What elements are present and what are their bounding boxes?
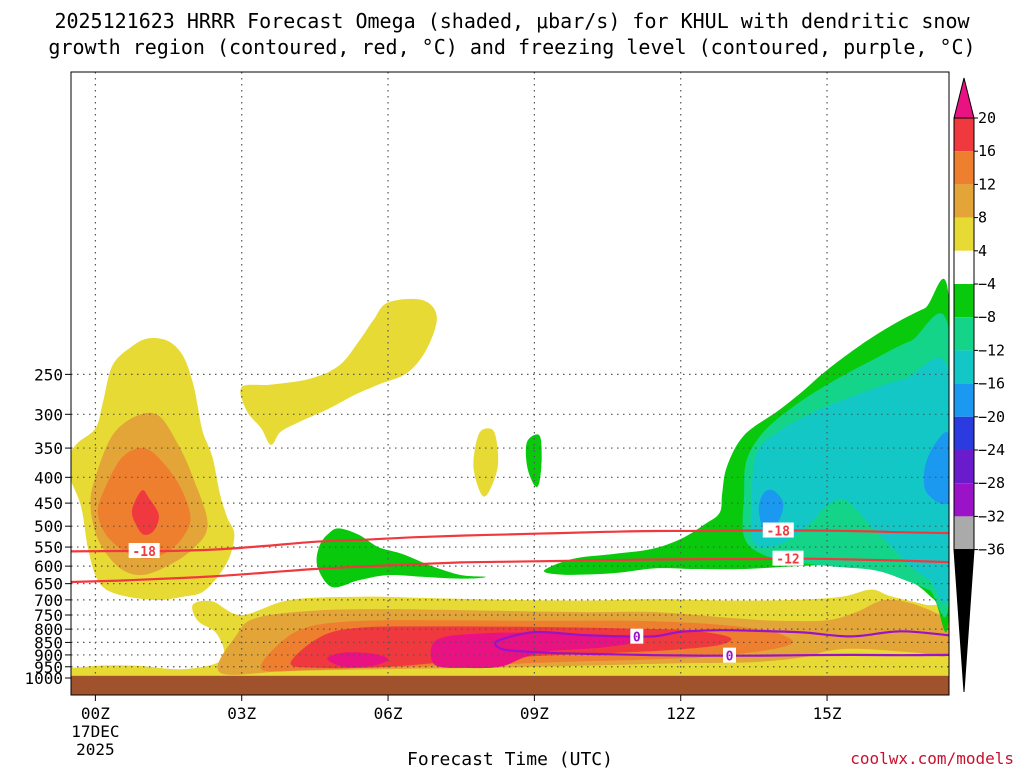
colorbar-label-11: −28 [978, 474, 1005, 492]
y-tick-label-600: 600 [34, 557, 63, 576]
x-tick-label-00Z: 00Z [81, 704, 110, 723]
y-axis: 2503003504004505005506006507007508008509… [24, 365, 71, 688]
omega-region-4-1 [240, 298, 437, 445]
contour-label-bg-dgz-minus-12-0 [772, 550, 804, 566]
omega-region--4-13 [525, 434, 542, 488]
colorbar-bin-1 [954, 118, 974, 152]
contour-label-dgz-minus-18-0: -18 [132, 545, 156, 560]
contour-label-freezing-level-1: 0 [726, 650, 734, 665]
x-tick-label-12Z: 12Z [666, 704, 695, 723]
colorbar-label-7: −12 [978, 341, 1005, 359]
colorbar-bin-13 [954, 516, 974, 550]
contour-freezing-level [493, 629, 949, 657]
chart-title-line-2: growth region (contoured, red, °C) and f… [48, 35, 975, 59]
gridlines [71, 72, 949, 695]
colorbar-bin-3 [954, 184, 974, 218]
omega-region-20-11 [327, 652, 389, 668]
omega-region-16-5 [131, 490, 159, 535]
y-tick-label-250: 250 [34, 365, 63, 384]
colorbar-label-13: −36 [978, 541, 1005, 559]
colorbar: 20 16 12 8 4 −4 −8 −12 −16 −20 −24 −28 −32 −36 [953, 77, 1005, 693]
x-axis-label: Forecast Time (UTC) [407, 749, 613, 768]
y-tick-label-300: 300 [34, 405, 63, 424]
colorbar-label-1: 16 [978, 142, 996, 160]
colorbar-bin-10 [954, 416, 974, 450]
colorbar-label-0: 20 [978, 109, 996, 127]
y-tick-label-800: 800 [34, 620, 63, 639]
colorbar-bin-2 [954, 151, 974, 185]
contour-dgz-minus-18 [71, 529, 949, 553]
plot-background [71, 72, 949, 695]
colorbar-bin-6 [954, 284, 974, 318]
contour-lines: -18 -18 -12 0 0 [71, 522, 949, 665]
colorbar-bin-7 [954, 317, 974, 351]
colorbar-label-3: 8 [978, 209, 987, 227]
x-tick-date-label: 17DEC [71, 722, 119, 741]
colorbar-bin-12 [954, 483, 974, 517]
colorbar-bin-9 [954, 383, 974, 417]
y-tick-label-550: 550 [34, 538, 63, 557]
y-tick-label-650: 650 [34, 575, 63, 594]
omega-region--4-12 [316, 528, 486, 588]
y-tick-label-450: 450 [34, 494, 63, 513]
colorbar-label-10: −24 [978, 441, 1005, 459]
contour-label-bg-freezing-level-1 [723, 647, 736, 663]
colorbar-bin-8 [954, 350, 974, 384]
omega-region--12-16 [750, 357, 949, 605]
colorbar-bin-4 [954, 217, 974, 251]
y-tick-label-900: 900 [34, 646, 63, 665]
contour-label-bg-dgz-minus-18-0 [128, 543, 160, 559]
colorbar-label-6: −8 [978, 308, 996, 326]
x-tick-label-06Z: 06Z [374, 704, 403, 723]
x-tick-year-label: 2025 [76, 740, 115, 759]
y-tick-label-1000: 1000 [24, 669, 63, 688]
chart-title-line-1: 2025121623 HRRR Forecast Omega (shaded, … [54, 9, 970, 33]
colorbar-label-12: −32 [978, 507, 1005, 525]
x-tick-label-09Z: 09Z [520, 704, 549, 723]
colorbar-label-5: −4 [978, 275, 996, 293]
colorbar-bin-max [953, 77, 975, 119]
y-tick-label-700: 700 [34, 591, 63, 610]
colorbar-bin-5 [954, 250, 974, 284]
ground-surface [71, 675, 949, 695]
source-credit[interactable]: coolwx.com/models [850, 749, 1014, 768]
y-tick-label-950: 950 [34, 658, 63, 677]
y-tick-label-850: 850 [34, 633, 63, 652]
omega-region--16-18 [923, 432, 949, 505]
plot-frame [70, 71, 950, 696]
colorbar-bin-11 [954, 450, 974, 484]
contour-label-dgz-minus-18-1: -18 [767, 525, 791, 540]
contour-label-bg-freezing-level-0 [630, 628, 644, 644]
omega-region-4-2 [473, 428, 499, 497]
colorbar-label-8: −16 [978, 375, 1005, 393]
contour-label-bg-dgz-minus-18-1 [762, 522, 794, 538]
y-tick-label-350: 350 [34, 439, 63, 458]
x-tick-label-03Z: 03Z [227, 704, 256, 723]
colorbar-label-9: −20 [978, 408, 1005, 426]
y-tick-label-500: 500 [34, 517, 63, 536]
y-tick-label-400: 400 [34, 468, 63, 487]
colorbar-bin-min [953, 549, 975, 693]
omega-region-20-10 [430, 632, 643, 669]
x-tick-label-15Z: 15Z [813, 704, 842, 723]
contour-label-dgz-minus-12-0: -12 [776, 553, 799, 568]
contour-label-freezing-level-0: 0 [633, 631, 641, 646]
colorbar-label-2: 12 [978, 175, 996, 193]
colorbar-label-4: 4 [978, 242, 987, 260]
y-tick-label-750: 750 [34, 606, 63, 625]
